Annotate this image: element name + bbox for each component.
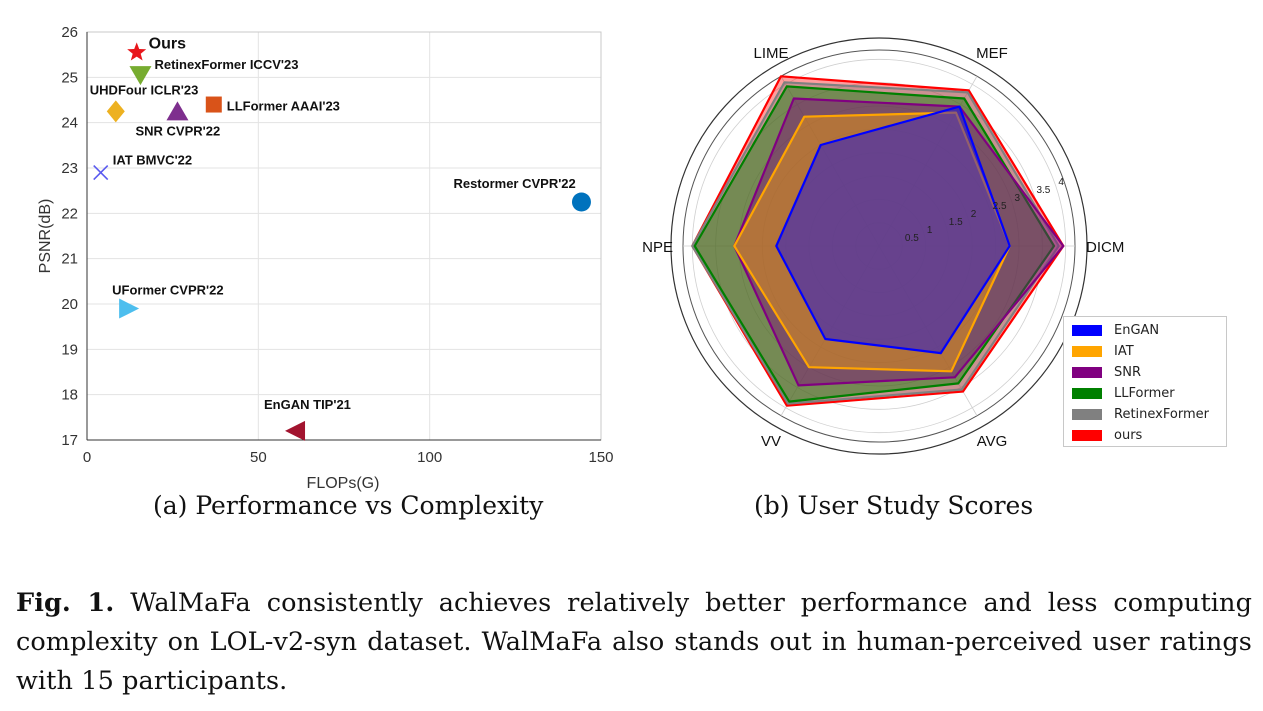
y-tick-label: 20 [61,296,78,313]
snr-cvpr-22-label: SNR CVPR'22 [135,123,220,138]
llformer-aaai-23-label: LLFormer AAAI'23 [227,99,340,114]
caption-text: WalMaFa consistently achieves relatively… [16,588,1253,696]
radar-series-llformer [693,85,1056,403]
legend-label: RetinexFormer [1114,407,1209,422]
x-tick-label: 100 [417,449,442,466]
legend-label: IAT [1114,344,1134,359]
legend-item-llformer: LLFormer [1064,383,1226,404]
legend-label: SNR [1114,365,1142,380]
figure-label: Fig. 1. [16,588,115,618]
legend-swatch [1072,388,1102,399]
radar-ring-label: 3 [1015,193,1021,204]
scatter-tick-labels: 0 50 100 150 17 18 19 20 21 22 23 24 25 26 [61,24,613,466]
radar-series [691,75,1065,407]
legend-swatch [1072,367,1102,378]
scatter-plot: 0 50 100 150 17 18 19 20 21 22 23 24 25 26 FLOPs(G) P… [37,24,614,492]
ours-label: Ours [149,35,186,52]
iat-bmvc-22-marker [93,164,109,181]
snr-cvpr-22-marker [166,101,189,121]
legend-label: ours [1114,428,1143,443]
scatter-x-axis-label: FLOPs(G) [307,475,380,492]
radar-spoke [780,76,880,247]
iat-bmvc-22-label: IAT BMVC'22 [113,153,192,168]
radar-ring-label: 2.5 [993,201,1007,212]
retinexformer-iccv-23-label: RetinexFormer ICCV'23 [154,57,298,72]
legend-label: LLFormer [1114,386,1175,401]
radar-axis-label-mef: MEF [976,45,1008,62]
legend-label: EnGAN [1114,323,1160,338]
radar-ring-label: 3.5 [1036,185,1050,196]
radar-ring-label: 1.5 [949,217,963,228]
radar-axis-label-lime: LIME [753,45,788,62]
x-tick-label: 150 [588,449,613,466]
legend-swatch [1072,430,1102,441]
radar-chart: 0.5 1 1.5 2 2.5 3 3.5 4 DICM MEF LIME NPE VV AVG [642,37,1124,455]
scatter-axes [86,31,602,441]
figure-caption: Fig. 1. WalMaFa consistently achieves re… [16,584,1252,701]
legend-item-engan: EnGAN [1064,320,1226,341]
legend-swatch [1072,409,1102,420]
radar-series-retinexformer [691,81,1060,405]
radar-series-engan [775,105,1011,355]
radar-spoke [878,245,978,416]
radar-ring-label: 4 [1058,177,1064,188]
radar-ring-label: 2 [971,209,977,220]
x-tick-label: 50 [250,449,267,466]
radar-outer-circle [670,37,1088,455]
uhdfour-iclr-23-label: UHDFour ICLR'23 [90,82,199,97]
y-tick-label: 22 [61,205,78,222]
retinexformer-iccv-23-marker [129,66,152,86]
radar-spoke [780,245,880,416]
uformer-cvpr-22-marker [119,298,140,319]
legend-item-snr: SNR [1064,362,1226,383]
radar-ring-labels: 0.5 1 1.5 2 2.5 3 3.5 4 [905,177,1064,244]
legend-swatch [1072,325,1102,336]
engan-tip-21-label: EnGAN TIP'21 [264,397,351,412]
llformer-aaai-23-marker [205,96,222,113]
scatter-y-axis-label: PSNR(dB) [37,199,54,274]
radar-axis-label-vv: VV [761,433,781,450]
subcaption-a: (a) Performance vs Complexity [153,491,544,520]
radar-ring-label: 0.5 [905,233,919,244]
uformer-cvpr-22-label: UFormer CVPR'22 [112,283,223,298]
radar-axis-label-dicm: DICM [1086,239,1124,256]
uhdfour-iclr-23-marker [106,100,125,123]
engan-tip-21-marker [285,420,306,441]
radar-series-iat [733,111,1011,373]
y-tick-label: 24 [61,115,78,132]
subcaption-b: (b) User Study Scores [754,491,1034,520]
legend-item-retinexformer: RetinexFormer [1064,404,1226,425]
radar-axis-label-npe: NPE [642,239,673,256]
scatter-points [93,42,591,441]
y-tick-label: 26 [61,24,78,41]
radar-axis-label-avg: AVG [977,433,1008,450]
ours-marker [127,42,147,61]
y-tick-label: 23 [61,160,78,177]
legend-item-ours: ours [1064,425,1226,446]
y-tick-label: 18 [61,387,78,404]
legend-swatch [1072,346,1102,357]
y-tick-label: 17 [61,432,78,449]
radar-legend: EnGAN IAT SNR LLFormer RetinexFormer ours [1063,316,1227,447]
restormer-cvpr-22-marker [571,192,591,212]
restormer-cvpr-22-label: Restormer CVPR'22 [453,176,575,191]
x-tick-label: 0 [83,449,91,466]
scatter-point-labels: Ours RetinexFormer ICCV'23 UHDFour ICLR'23… [90,35,576,412]
legend-item-iat: IAT [1064,341,1226,362]
y-tick-label: 21 [61,251,78,268]
radar-spoke [878,76,978,247]
radar-ring-label: 1 [927,225,933,236]
y-tick-label: 25 [61,69,78,86]
y-tick-label: 19 [61,341,78,358]
radar-axis-labels: DICM MEF LIME NPE VV AVG [642,45,1124,450]
